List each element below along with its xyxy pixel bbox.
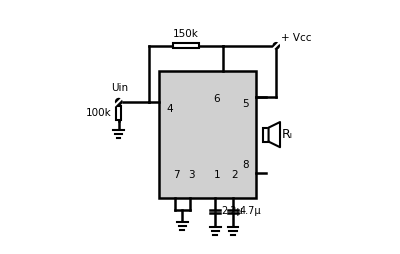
Text: Rₗ: Rₗ xyxy=(281,128,292,141)
Bar xyxy=(159,71,256,198)
Bar xyxy=(116,106,121,120)
Text: + Vcc: + Vcc xyxy=(281,33,312,43)
Text: 150k: 150k xyxy=(173,29,199,39)
Text: 2.2μ: 2.2μ xyxy=(221,206,243,216)
Text: 100k: 100k xyxy=(86,108,112,118)
Text: 8: 8 xyxy=(242,160,249,170)
Text: 4: 4 xyxy=(166,104,173,114)
Circle shape xyxy=(272,42,280,50)
Circle shape xyxy=(115,98,122,105)
Text: 3: 3 xyxy=(188,170,195,180)
Text: 6: 6 xyxy=(214,94,220,104)
Text: Uin: Uin xyxy=(112,84,128,93)
Text: 4.7μ: 4.7μ xyxy=(239,206,261,216)
Bar xyxy=(263,128,268,142)
Text: 7: 7 xyxy=(173,170,180,180)
Text: 2: 2 xyxy=(232,170,238,180)
Polygon shape xyxy=(268,122,280,147)
Text: 5: 5 xyxy=(242,99,249,109)
Text: 1: 1 xyxy=(214,170,220,180)
Bar xyxy=(173,43,199,48)
